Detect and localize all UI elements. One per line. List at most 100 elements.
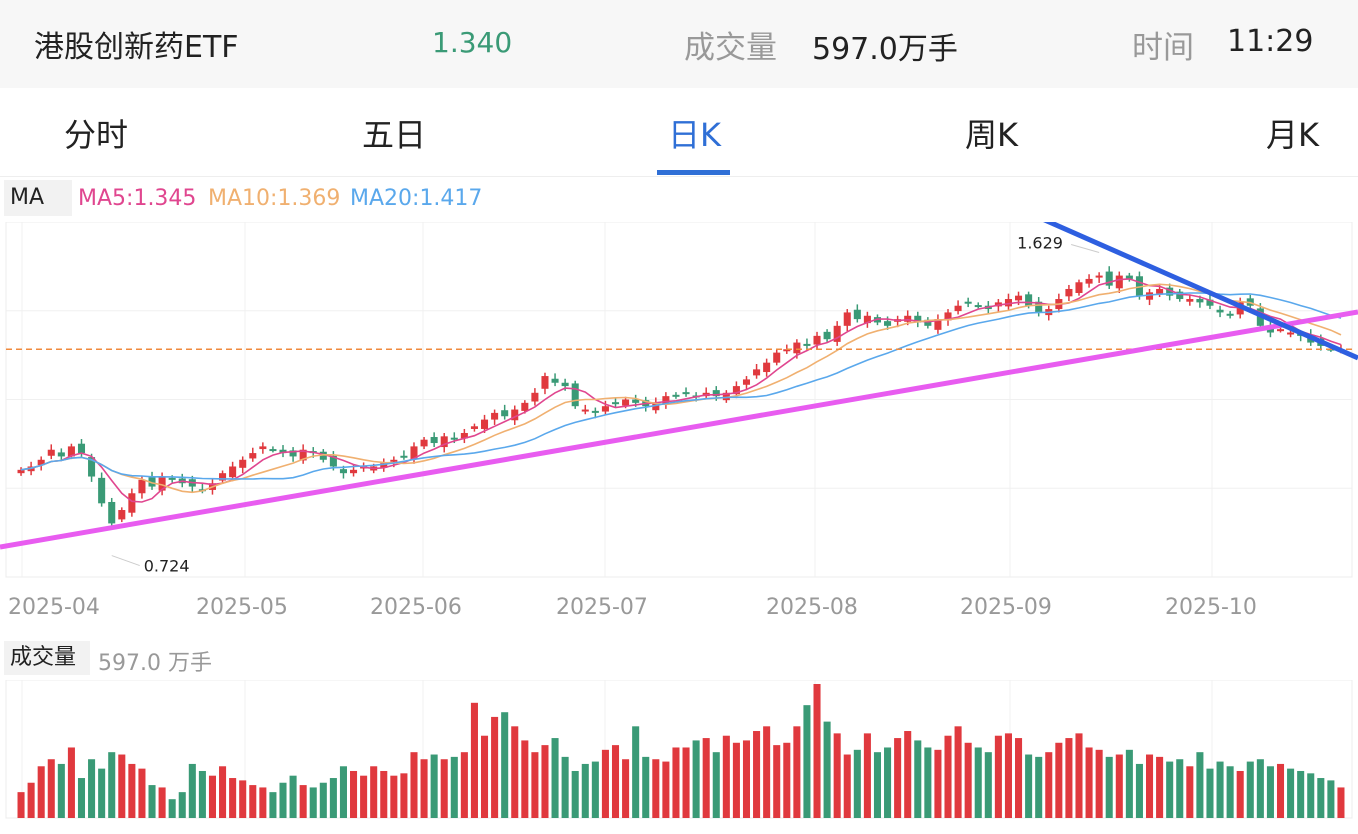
resistance-trend-line	[1043, 222, 1358, 361]
candle-body	[1226, 313, 1234, 316]
volume-bar	[753, 731, 761, 818]
candle-body	[440, 436, 448, 448]
candle-body	[380, 463, 388, 468]
candle-body	[753, 369, 761, 376]
tab-five-day[interactable]: 五日	[362, 116, 427, 154]
candle-body	[339, 469, 347, 474]
volume-bar	[1075, 733, 1083, 818]
volume-bar	[17, 792, 25, 818]
volume-bar	[1115, 754, 1123, 818]
candle-body	[571, 383, 579, 407]
volume-bar	[1004, 733, 1012, 818]
candle-body	[47, 449, 55, 456]
volume-bar	[1015, 738, 1023, 818]
candle-body	[1276, 329, 1285, 332]
volume-chart[interactable]	[0, 680, 1358, 820]
volume-bar	[763, 726, 771, 818]
volume-value: 597.0万手	[812, 32, 958, 67]
volume-bar	[420, 759, 428, 818]
candle-body	[1085, 278, 1093, 284]
volume-bar	[581, 763, 589, 818]
candle-body	[390, 459, 398, 462]
candle-body	[914, 315, 922, 323]
x-tick-label: 2025-06	[370, 595, 462, 620]
volume-bar	[914, 740, 922, 818]
candle-body	[501, 410, 509, 417]
volume-bar	[339, 766, 347, 818]
candle-body	[632, 399, 640, 403]
volume-bar	[1035, 756, 1043, 818]
volume-label: 成交量	[684, 30, 777, 66]
candle-body	[1125, 275, 1133, 279]
candle-body	[682, 392, 690, 395]
x-tick-label: 2025-09	[960, 595, 1052, 620]
candle-body	[460, 432, 468, 439]
candle-body	[934, 319, 942, 330]
volume-bar	[350, 770, 358, 818]
candle-body	[229, 466, 237, 478]
candle-body	[853, 309, 861, 320]
candle-body	[783, 349, 791, 352]
candle-body	[57, 452, 65, 457]
candle-body	[863, 315, 871, 324]
candle-body	[430, 437, 438, 444]
volume-bar	[108, 752, 116, 818]
volume-bar	[259, 787, 267, 818]
volume-bar	[360, 775, 368, 818]
time-value: 11:29	[1227, 24, 1314, 59]
volume-bar	[591, 761, 599, 818]
volume-bar	[501, 712, 509, 818]
volume-bar	[712, 752, 720, 818]
candle-body	[833, 325, 841, 342]
time-label: 时间	[1132, 30, 1194, 66]
volume-bar	[98, 768, 106, 818]
candle-body	[450, 437, 458, 440]
candle-body	[410, 446, 418, 460]
volume-bar	[491, 716, 499, 818]
volume-bar	[813, 684, 821, 818]
candle-body	[712, 390, 720, 397]
volume-bar	[400, 773, 408, 818]
candle-body	[350, 469, 358, 474]
candle-body	[400, 455, 408, 458]
tab-daily-k[interactable]: 日K	[668, 116, 721, 154]
kline-chart[interactable]: 2025-04 2025-05 2025-06 2025-07 2025-08 2025-…	[0, 222, 1358, 622]
candle-body	[622, 399, 630, 406]
candle-body	[319, 451, 327, 460]
x-tick-label: 2025-05	[196, 595, 288, 620]
candle-body	[601, 406, 609, 412]
volume-bar	[672, 747, 680, 818]
volume-bar	[158, 787, 166, 818]
tab-intraday[interactable]: 分时	[64, 116, 129, 154]
x-tick-label: 2025-07	[556, 595, 648, 620]
volume-bar	[833, 733, 841, 818]
candle-body	[763, 362, 771, 373]
candle-body	[551, 378, 559, 383]
candle-body	[279, 449, 287, 454]
volume-bar	[208, 775, 217, 818]
volume-bar	[904, 731, 912, 818]
candle-body	[813, 335, 821, 345]
candle-body	[491, 412, 499, 420]
volume-bar	[450, 756, 458, 818]
candle-body	[974, 305, 982, 308]
candle-body	[803, 343, 811, 346]
period-tabs: 分时 五日 日K 周K 月K	[0, 88, 1358, 177]
ma-indicator-button[interactable]: MA	[4, 180, 72, 216]
volume-bar	[863, 733, 871, 818]
volume-bar	[541, 745, 549, 818]
candle-body	[672, 394, 680, 397]
volume-bar	[611, 745, 620, 818]
candle-body	[964, 301, 972, 304]
candle-body	[1176, 291, 1184, 300]
tab-weekly-k[interactable]: 周K	[965, 116, 1018, 154]
volume-bar	[370, 766, 378, 818]
volume-bar	[118, 754, 126, 818]
volume-panel-label: 成交量	[4, 641, 90, 675]
candle-body	[591, 410, 599, 413]
tab-monthly-k[interactable]: 月K	[1266, 116, 1319, 154]
last-price: 1.340	[432, 26, 513, 59]
candle-body	[480, 419, 489, 429]
volume-bar	[188, 763, 196, 818]
candle-body	[732, 386, 740, 395]
